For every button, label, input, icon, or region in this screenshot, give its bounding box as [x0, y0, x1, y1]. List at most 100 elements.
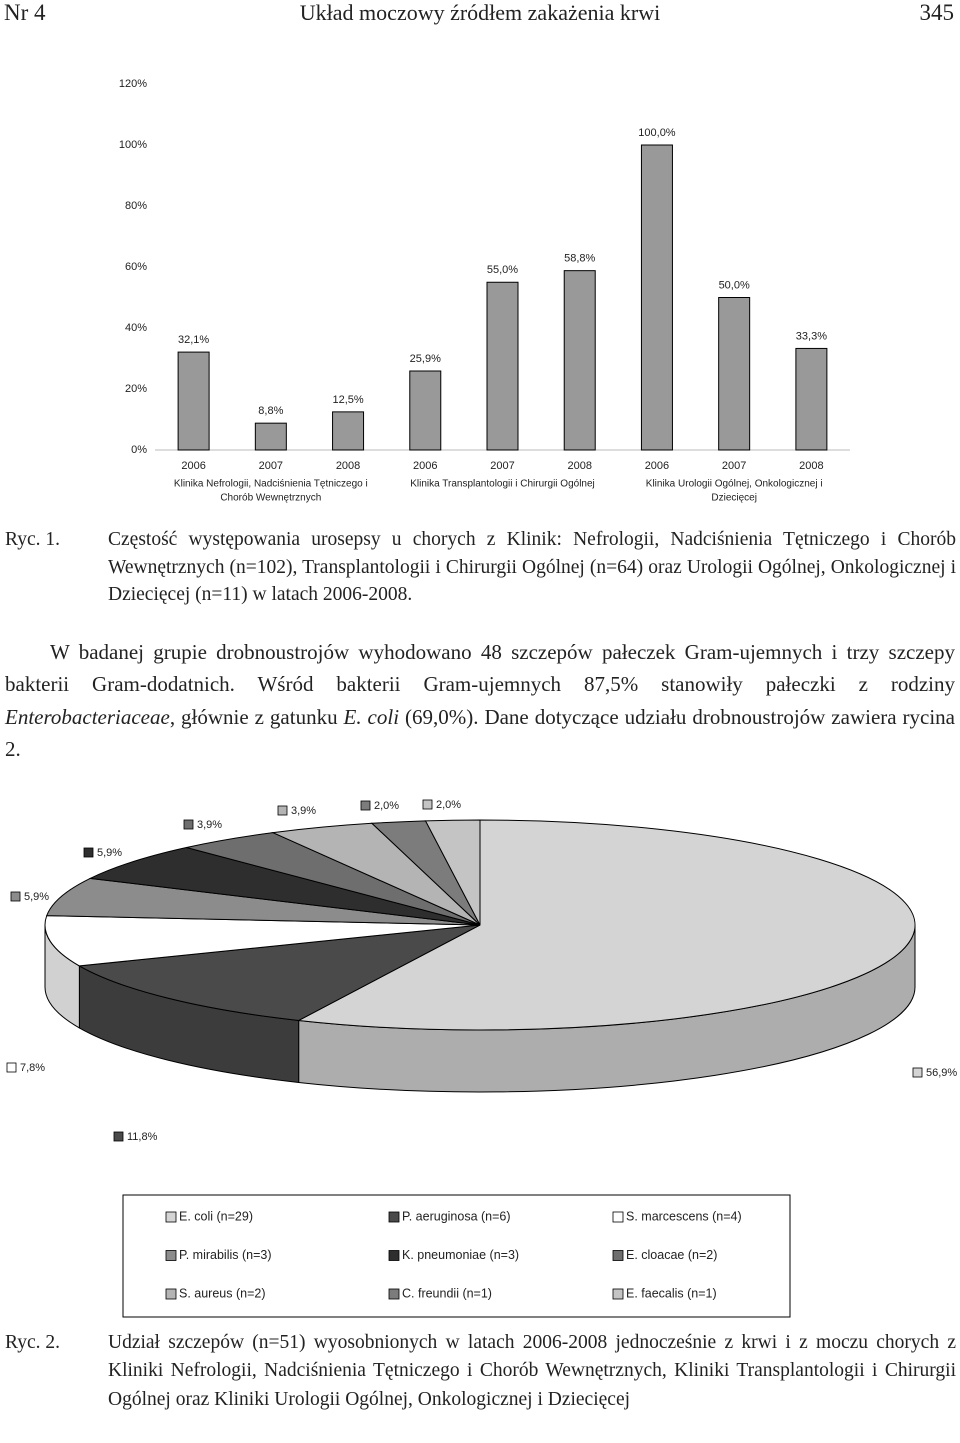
body-paragraph: W badanej grupie drobnoustrojów wyhodowa…: [5, 636, 955, 765]
legend-swatch: [388, 1211, 400, 1223]
value-label: 33,3%: [796, 330, 827, 342]
issue-number: Nr 4: [4, 0, 46, 25]
text-run: (69,0%). Dane dotyczące udziału drobnous…: [5, 704, 955, 761]
label-swatch: [183, 819, 194, 830]
slice-shade: [79, 965, 299, 1083]
value-label: 58,8%: [564, 253, 595, 265]
y-tick-label: 100%: [119, 139, 147, 151]
y-tick-label: 0%: [131, 444, 147, 456]
value-label: 11,8%: [127, 1131, 158, 1143]
legend-box: [122, 1194, 791, 1318]
text-run: , głównie z gatunku: [169, 704, 344, 729]
group-label: Klinika Urologii Ogólnej, Onkologicznej …: [646, 479, 823, 490]
x-tick-label: 2006: [413, 460, 437, 472]
x-tick-label: 2008: [799, 460, 823, 472]
legend-label: E. coli (n=29): [179, 1209, 253, 1223]
group-label: Chorób Wewnętrznych: [220, 493, 321, 504]
slice: [424, 819, 481, 926]
legend-swatch: [388, 1288, 400, 1300]
slice: [296, 819, 916, 1031]
value-label: 3,9%: [197, 819, 222, 831]
legend-label: S. aureus (n=2): [179, 1286, 266, 1300]
value-label: 55,0%: [487, 264, 518, 276]
value-label: 100,0%: [638, 127, 676, 139]
legend-swatch: [165, 1288, 177, 1300]
legend-label: E. faecalis (n=1): [626, 1286, 717, 1300]
slice: [46, 877, 481, 926]
legend-swatch: [612, 1211, 624, 1223]
legend-label: C. freundii (n=1): [402, 1286, 492, 1300]
x-tick-label: 2007: [490, 460, 514, 472]
label-swatch: [360, 800, 371, 811]
x-tick-label: 2007: [259, 460, 283, 472]
legend-label: P. mirabilis (n=3): [179, 1248, 272, 1262]
legend-label: E. cloacae (n=2): [626, 1248, 717, 1262]
bar: [640, 144, 673, 451]
figure-caption: Częstość występowania urosepsy u chorych…: [108, 529, 956, 605]
x-tick-label: 2006: [181, 460, 205, 472]
legend-swatch: [612, 1288, 624, 1300]
label-swatch: [422, 799, 433, 810]
slice: [88, 846, 481, 926]
value-label: 5,9%: [97, 847, 122, 859]
bar: [563, 270, 596, 451]
text-run: W badanej grupie drobnoustrojów wyhodowa…: [5, 640, 955, 697]
value-label: 2,0%: [374, 800, 399, 812]
value-label: 3,9%: [291, 805, 316, 817]
group-label: Klinika Nefrologii, Nadciśnienia Tętnicz…: [174, 479, 368, 490]
slice: [44, 915, 481, 967]
label-swatch: [912, 1067, 923, 1078]
y-tick-label: 20%: [125, 383, 147, 395]
value-label: 2,0%: [436, 799, 461, 811]
figure-caption: Udział szczepów (n=51) wyosobnionych w l…: [108, 1332, 956, 1410]
label-swatch: [277, 805, 288, 816]
bar: [795, 347, 828, 451]
x-tick-label: 2008: [567, 460, 591, 472]
value-label: 12,5%: [332, 394, 363, 406]
label-swatch: [6, 1062, 17, 1073]
y-tick-label: 40%: [125, 322, 147, 334]
y-tick-label: 120%: [119, 78, 147, 90]
bar: [409, 370, 442, 451]
value-label: 5,9%: [24, 891, 49, 903]
legend-swatch: [612, 1250, 624, 1261]
bar: [718, 297, 751, 451]
value-label: 7,8%: [20, 1062, 45, 1074]
legend-label: S. marcescens (n=4): [626, 1209, 742, 1223]
running-title: Układ moczowy źródłem zakażenia krwi: [299, 0, 661, 25]
legend-swatch: [165, 1250, 177, 1261]
value-label: 25,9%: [410, 353, 441, 365]
y-tick-label: 60%: [125, 261, 147, 273]
legend-swatch: [388, 1250, 400, 1261]
legend-swatch: [165, 1211, 177, 1223]
label-swatch: [10, 891, 21, 902]
value-label: 32,1%: [178, 334, 209, 346]
label-swatch: [83, 847, 94, 858]
bar: [254, 422, 287, 451]
page-number: 345: [919, 0, 955, 25]
group-label: Dziecięcej: [711, 493, 757, 504]
x-tick-label: 2006: [645, 460, 669, 472]
value-label: 50,0%: [719, 279, 750, 291]
value-label: 56,9%: [926, 1067, 957, 1079]
x-tick-label: 2008: [336, 460, 360, 472]
figure-label: Ryc. 2.: [5, 1332, 61, 1353]
group-label: Klinika Transplantologii i Chirurgii Ogó…: [410, 479, 595, 490]
bar: [177, 351, 210, 451]
bar: [486, 281, 519, 451]
bar: [332, 411, 365, 451]
slice: [77, 924, 481, 1021]
x-tick-label: 2007: [722, 460, 746, 472]
label-swatch: [113, 1131, 124, 1142]
y-tick-label: 80%: [125, 200, 147, 212]
value-label: 8,8%: [258, 405, 283, 417]
legend-label: K. pneumoniae (n=3): [402, 1248, 519, 1262]
slice-shade: [298, 925, 915, 1092]
figure-label: Ryc. 1.: [5, 529, 61, 550]
slice-shade: [45, 925, 80, 1028]
text-run: Enterobacteriaceae: [5, 704, 170, 729]
legend-label: P. aeruginosa (n=6): [402, 1209, 511, 1223]
text-run: E. coli: [343, 704, 400, 729]
